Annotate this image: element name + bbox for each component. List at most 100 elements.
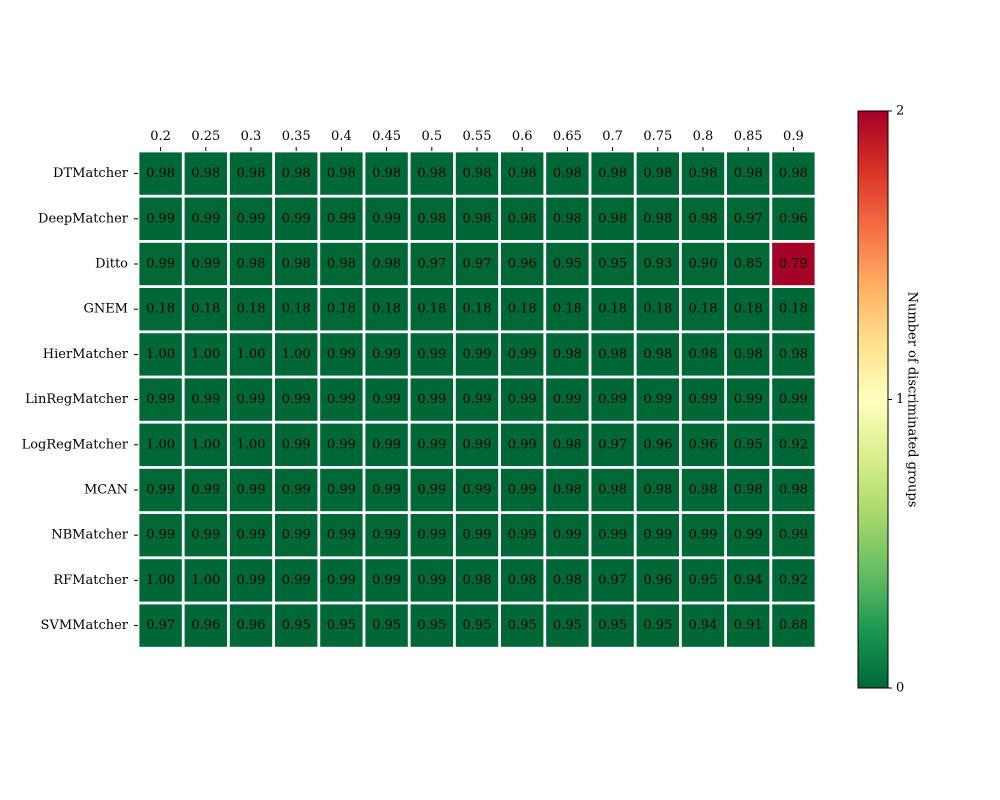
heatmap-cell [365, 152, 408, 195]
cell-value-label: 0.18 [598, 302, 627, 317]
cell-value-label: 0.18 [643, 302, 672, 317]
heatmap-cell [546, 423, 589, 466]
heatmap-cell [681, 242, 725, 286]
cell-value-label: 0.98 [598, 211, 627, 226]
cell-value-label: 0.99 [372, 573, 401, 588]
cell-value-label: 0.98 [734, 166, 763, 181]
cell-value-label: 0.98 [643, 347, 672, 362]
x-tick-label: 0.65 [553, 129, 582, 144]
heatmap-cell [455, 559, 499, 602]
cell-value-label: 0.95 [553, 618, 582, 633]
heatmap-cell [636, 333, 679, 376]
colorbar-gradient [857, 110, 889, 689]
cell-value-label: 0.99 [327, 573, 356, 588]
cell-value-label: 0.98 [598, 483, 627, 498]
heatmap-cell [591, 152, 634, 195]
heatmap-cell [636, 468, 679, 512]
cell-value-label: 0.99 [734, 528, 763, 543]
cell-value-label: 0.95 [327, 618, 356, 633]
heatmap-cell [320, 423, 363, 466]
cell-value-label: 0.98 [508, 211, 537, 226]
cell-value-label: 0.99 [282, 392, 311, 407]
cell-value-label: 0.95 [508, 618, 537, 633]
heatmap-cell [184, 378, 227, 421]
heatmap-cell [591, 559, 634, 602]
heatmap-cell [681, 514, 725, 557]
heatmap-cell [365, 514, 408, 557]
heatmap-cell [275, 468, 318, 512]
cell-value-label: 0.98 [553, 211, 582, 226]
heatmap-cell [184, 468, 227, 512]
heatmap-cell [727, 333, 770, 376]
heatmap-cell [184, 288, 227, 331]
cell-value-label: 0.99 [689, 392, 718, 407]
heatmap-cell [772, 288, 815, 331]
heatmap-cell [184, 152, 227, 195]
cell-value-label: 0.95 [598, 257, 627, 272]
cell-value-label: 0.98 [689, 166, 718, 181]
heatmap-cell [727, 378, 770, 421]
heatmap-cell [636, 152, 679, 195]
heatmap-cell [410, 197, 453, 240]
heatmap-cell [320, 604, 363, 647]
cell-value-label: 0.95 [463, 618, 492, 633]
heatmap-cell [501, 423, 544, 466]
cell-value-label: 0.97 [598, 437, 627, 452]
heatmap-cell [229, 242, 273, 286]
cell-value-label: 0.95 [734, 437, 763, 452]
heatmap-cell [365, 288, 408, 331]
heatmap-cell [365, 197, 408, 240]
heatmap-cell [546, 197, 589, 240]
colorbar-tick-label: 0 [896, 681, 904, 696]
cell-value-label: 0.99 [508, 392, 537, 407]
heatmap-cell [591, 333, 634, 376]
cell-value-label: 0.99 [553, 392, 582, 407]
cell-value-label: 0.99 [327, 437, 356, 452]
heatmap-cell [275, 604, 318, 647]
x-tick-label: 0.45 [372, 129, 401, 144]
cell-value-label: 1.00 [146, 437, 175, 452]
cell-value-label: 0.99 [463, 528, 492, 543]
cell-value-label: 0.79 [779, 257, 808, 272]
heatmap-cell [546, 152, 589, 195]
cell-value-label: 0.99 [146, 392, 175, 407]
heatmap-cell [546, 514, 589, 557]
heatmap-cell [546, 288, 589, 331]
cell-value-label: 0.98 [643, 483, 672, 498]
x-tick-label: 0.85 [734, 129, 763, 144]
heatmap-cell [455, 423, 499, 466]
cell-value-label: 0.94 [689, 618, 718, 633]
x-tick-label: 0.3 [241, 129, 262, 144]
cell-value-label: 0.18 [508, 302, 537, 317]
heatmap-cell [365, 242, 408, 286]
heatmap-cell [546, 242, 589, 286]
cell-value-label: 0.99 [146, 528, 175, 543]
cell-value-label: 0.98 [689, 211, 718, 226]
cell-value-label: 0.18 [282, 302, 311, 317]
cell-value-label: 0.18 [327, 302, 356, 317]
cell-value-label: 0.96 [237, 618, 266, 633]
y-tick-label: MCAN [84, 483, 128, 498]
heatmap-cell [636, 423, 679, 466]
heatmap-cell [184, 423, 227, 466]
cell-value-label: 0.99 [282, 573, 311, 588]
cell-value-label: 0.99 [327, 483, 356, 498]
heatmap-cell [681, 559, 725, 602]
heatmap-cell [365, 333, 408, 376]
cell-value-label: 1.00 [146, 573, 175, 588]
heatmap-cell [591, 197, 634, 240]
heatmap-cell [229, 559, 273, 602]
heatmap-cell [275, 333, 318, 376]
cell-value-label: 0.98 [689, 347, 718, 362]
cell-value-label: 0.99 [327, 347, 356, 362]
heatmap-cell [772, 242, 815, 286]
heatmap-cell [229, 378, 273, 421]
heatmap-cell [275, 514, 318, 557]
x-axis: 0.2 0.25 0.3 0.35 0.4 0.45 0.5 0.55 0.6 0.65 0.7 0.… [150, 129, 804, 151]
heatmap-cell [681, 378, 725, 421]
cell-value-label: 0.95 [417, 618, 446, 633]
heatmap-cell [455, 333, 499, 376]
cell-value-label: 0.99 [282, 483, 311, 498]
cell-value-label: 0.99 [417, 347, 446, 362]
cell-value-label: 0.99 [463, 347, 492, 362]
